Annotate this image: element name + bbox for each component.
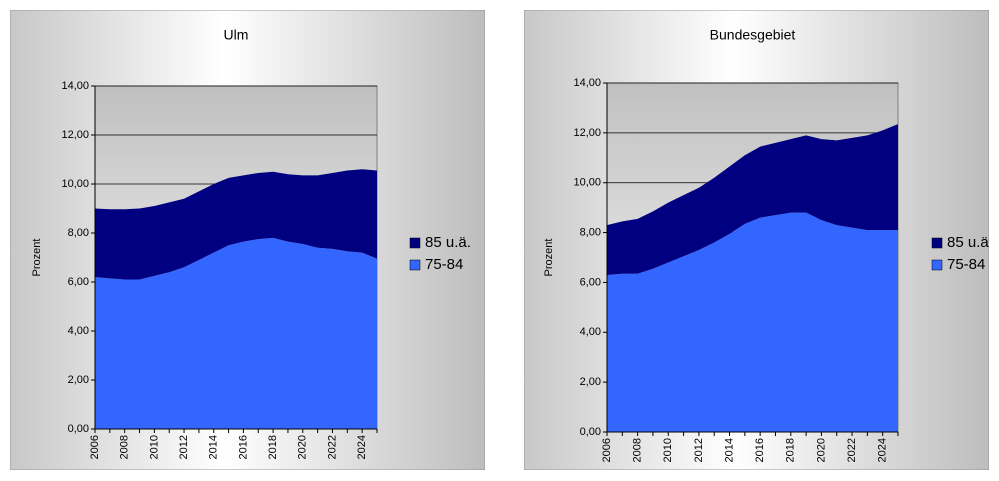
- x-tick-label: 2024: [877, 438, 889, 462]
- y-tick-label: 12,00: [573, 127, 601, 139]
- legend-label: 85 u.ä.: [425, 234, 471, 251]
- y-tick-label: 12,00: [61, 129, 89, 141]
- chart-title: Bundesgebiet: [710, 27, 796, 43]
- x-tick-label: 2022: [326, 435, 338, 459]
- x-tick-label: 2008: [632, 438, 644, 462]
- legend-swatch: [931, 237, 943, 249]
- legend-swatch: [931, 259, 943, 271]
- y-tick-label: 4,00: [580, 326, 601, 338]
- legend-label: 75-84: [947, 256, 985, 273]
- y-tick-label: 0,00: [68, 423, 89, 435]
- legend-swatch: [409, 237, 421, 249]
- y-tick-label: 4,00: [68, 325, 89, 337]
- x-tick-label: 2018: [785, 438, 797, 462]
- legend-swatch: [409, 259, 421, 271]
- area: [607, 124, 898, 275]
- y-axis-label: Prozent: [31, 239, 43, 277]
- y-tick-label: 2,00: [580, 376, 601, 388]
- y-tick-label: 14,00: [573, 77, 601, 89]
- area: [607, 212, 898, 432]
- chart-panel: Ulm 0,00 2,00 4,00 6,00 8,00 10,00 12,00 14,00 20…: [10, 10, 485, 470]
- x-tick-label: 2012: [693, 438, 705, 462]
- y-tick-label: 14,00: [61, 80, 89, 92]
- y-tick-label: 6,00: [580, 276, 601, 288]
- x-tick-label: 2014: [208, 435, 220, 459]
- y-tick-label: 8,00: [580, 226, 601, 238]
- x-tick-label: 2016: [754, 438, 766, 462]
- x-tick-label: 2014: [723, 438, 735, 462]
- chart-title: Ulm: [224, 27, 249, 43]
- x-tick-label: 2010: [148, 435, 160, 459]
- x-tick-label: 2020: [815, 438, 827, 462]
- x-tick-label: 2006: [89, 435, 101, 459]
- legend-label: 75-84: [425, 256, 463, 273]
- x-tick-label: 2008: [119, 435, 131, 459]
- x-tick-label: 2016: [237, 435, 249, 459]
- x-tick-label: 2024: [356, 435, 368, 459]
- chart-panel: Bundesgebiet 0,00 2,00 4,00 6,00 8,00 10,00 12,…: [524, 10, 993, 470]
- area: [95, 237, 377, 429]
- y-tick-label: 0,00: [580, 426, 601, 438]
- y-axis-label: Prozent: [543, 239, 555, 277]
- x-tick-label: 2012: [178, 435, 190, 459]
- x-tick-label: 2020: [297, 435, 309, 459]
- legend-label: 85 u.ä.: [947, 234, 993, 251]
- x-tick-label: 2010: [662, 438, 674, 462]
- y-tick-label: 2,00: [68, 374, 89, 386]
- x-tick-label: 2018: [267, 435, 279, 459]
- x-tick-label: 2022: [846, 438, 858, 462]
- y-tick-label: 6,00: [68, 276, 89, 288]
- x-tick-label: 2006: [601, 438, 613, 462]
- y-tick-label: 8,00: [68, 227, 89, 239]
- y-tick-label: 10,00: [61, 178, 89, 190]
- y-tick-label: 10,00: [573, 177, 601, 189]
- area: [95, 169, 377, 280]
